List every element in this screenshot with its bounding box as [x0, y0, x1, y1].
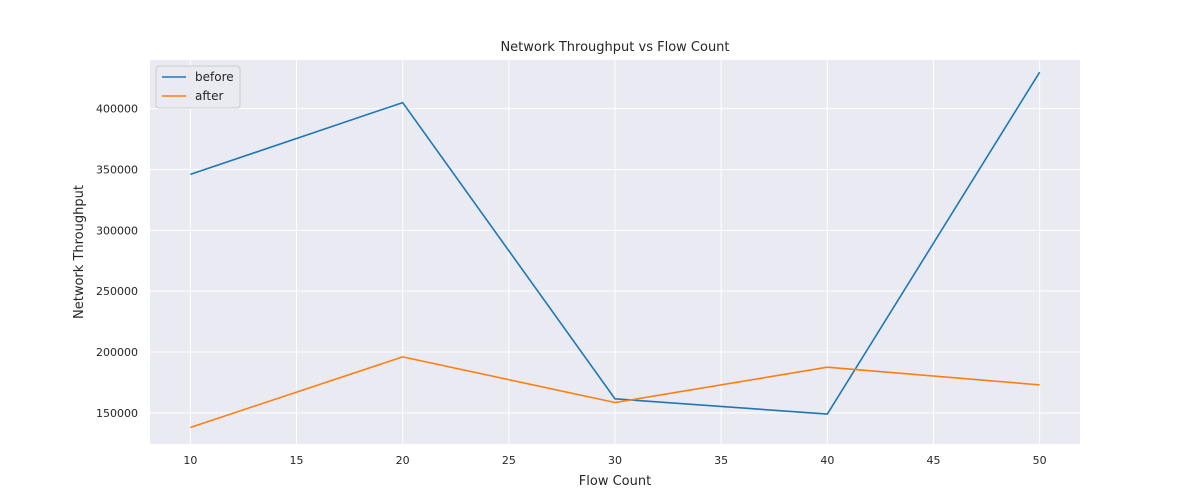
legend: before after: [155, 65, 241, 109]
x-tick-label: 40: [820, 454, 834, 467]
x-tick-label: 30: [608, 454, 622, 467]
x-tick-label: 45: [926, 454, 940, 467]
x-tick-label: 25: [502, 454, 516, 467]
x-axis-label: Flow Count: [579, 474, 651, 489]
series-lines: [190, 71, 1041, 429]
chart-title: Network Throughput vs Flow Count: [500, 40, 729, 55]
legend-label-before: before: [195, 70, 234, 84]
tick-labels: 10 15 20 25 30 35 40 45 50 150000 200000 250000 3000…: [96, 103, 1047, 467]
x-tick-label: 35: [714, 454, 728, 467]
series-line-after: [190, 356, 1040, 429]
y-tick-label: 350000: [96, 164, 138, 177]
x-tick-label: 50: [1033, 454, 1047, 467]
y-tick-label: 300000: [96, 224, 138, 237]
y-tick-label: 400000: [96, 103, 138, 116]
y-tick-label: 150000: [96, 407, 138, 420]
legend-label-after: after: [195, 89, 223, 103]
x-tick-label: 15: [290, 454, 304, 467]
y-tick-label: 250000: [96, 285, 138, 298]
y-tick-label: 200000: [96, 346, 138, 359]
series-line-before: [190, 71, 1041, 415]
y-axis-label: Network Throughput: [72, 185, 87, 319]
x-tick-label: 10: [183, 454, 197, 467]
x-tick-label: 20: [396, 454, 410, 467]
grid-lines: [150, 60, 1080, 444]
